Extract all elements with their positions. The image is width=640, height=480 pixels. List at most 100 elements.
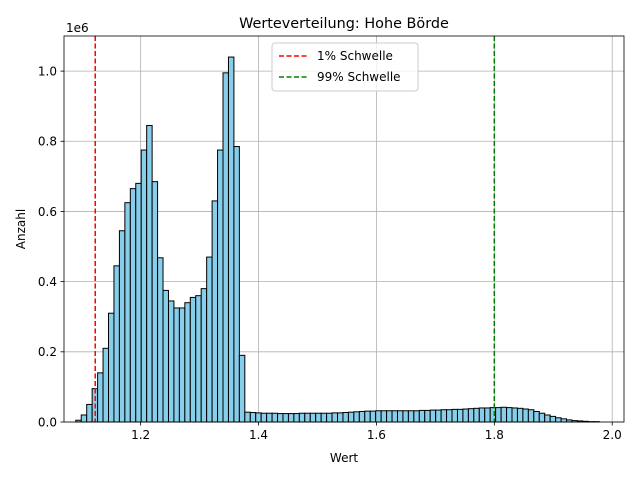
histogram-bar [456, 408, 464, 423]
histogram-bar [533, 410, 540, 423]
histogram-bar [451, 408, 458, 423]
histogram-bar [446, 409, 453, 423]
histogram-bar [418, 409, 426, 423]
legend-box [271, 42, 419, 92]
histogram-bar [266, 412, 273, 423]
y-axis-ticks: 0.0 0.2 0.4 0.6 0.8 1.0 [38, 64, 64, 429]
histogram-bar [522, 408, 529, 423]
histogram-bar [173, 307, 180, 423]
histogram-bar [473, 407, 480, 423]
histogram-bar [435, 409, 442, 423]
histogram-bar [97, 372, 104, 423]
histogram-bar [151, 181, 159, 423]
histogram-bar [184, 302, 191, 423]
histogram-bar [484, 407, 491, 423]
histogram-bar [342, 412, 349, 423]
histogram-bar [413, 410, 420, 423]
histogram-bar [478, 407, 486, 423]
histogram-bar [244, 411, 251, 423]
histogram-bar [211, 200, 219, 423]
y-tick-label: 0.8 [38, 135, 57, 149]
histogram-bar [233, 146, 240, 423]
legend-label-99pct: 99% Schwelle [317, 70, 401, 84]
y-tick-label: 0.2 [38, 345, 57, 359]
histogram-bar [255, 412, 262, 423]
histogram-bar [293, 413, 300, 423]
histogram-bar [402, 410, 409, 423]
histogram-bar [353, 411, 360, 423]
histogram-bar [178, 307, 186, 423]
histogram-bar [391, 410, 398, 423]
histogram-bar [424, 409, 431, 423]
histogram-bar [249, 412, 257, 423]
legend: 1% Schwelle 99% Schwelle [271, 42, 419, 92]
x-tick-label: 1.8 [485, 428, 504, 442]
histogram-bar [375, 410, 382, 423]
histogram-bar [189, 296, 197, 423]
y-tick-label: 0.0 [38, 415, 57, 429]
y-axis-offset-text: 1e6 [66, 21, 89, 35]
histogram-bar [386, 410, 393, 423]
histogram-bar [287, 413, 295, 423]
histogram-bar [549, 415, 557, 423]
legend-label-1pct: 1% Schwelle [317, 49, 393, 63]
histogram-bar [108, 312, 115, 423]
histogram-bar [140, 149, 148, 423]
x-axis-label: Wert [330, 451, 358, 465]
histogram-bar [135, 182, 142, 423]
histogram-bar [516, 407, 524, 423]
histogram-bar [304, 412, 311, 423]
histogram-bar [129, 188, 137, 423]
histogram-bar [167, 300, 175, 423]
histogram-bar [238, 354, 246, 423]
histogram-bar [200, 288, 208, 423]
histogram-bar [124, 202, 131, 423]
histogram-bar [309, 412, 317, 423]
x-tick-label: 1.4 [249, 428, 268, 442]
histogram-bar [500, 406, 508, 423]
y-tick-label: 1.0 [38, 64, 57, 78]
chart-title: Werteverteilung: Hohe Börde [239, 16, 449, 32]
histogram-bar [538, 412, 546, 423]
histogram-bar [407, 410, 415, 423]
histogram-bar [511, 407, 518, 423]
histogram-bar [222, 72, 229, 423]
histogram-bar [195, 295, 202, 423]
histogram-bar [506, 407, 513, 423]
plot-area-frame [63, 35, 625, 423]
x-tick-label: 1.2 [131, 428, 150, 442]
histogram-bar [358, 410, 366, 423]
histogram-bar [467, 408, 475, 423]
histogram-bar [206, 256, 213, 423]
histogram-bar [544, 414, 551, 423]
histogram-bar [118, 230, 126, 423]
histogram-bar [527, 409, 535, 423]
histogram-bar [260, 412, 268, 423]
histogram-bar [555, 417, 562, 423]
histogram-bar [157, 257, 164, 423]
histogram-bar [227, 56, 235, 423]
histogram-bar [282, 413, 289, 423]
y-tick-label: 0.6 [38, 205, 57, 219]
x-axis-ticks: 1.2 1.4 1.6 1.8 2.0 [131, 422, 622, 442]
histogram-bar [315, 412, 322, 423]
histogram-bar [217, 149, 224, 423]
histogram-bar [271, 412, 279, 423]
histogram-bar [331, 412, 339, 423]
histogram-bar [320, 412, 328, 423]
histogram-bar [440, 409, 448, 423]
histogram-bar [146, 124, 153, 423]
histogram-bar [298, 412, 306, 423]
x-tick-label: 2.0 [603, 428, 622, 442]
histogram-bar [364, 410, 371, 423]
histogram-bar [113, 265, 120, 423]
threshold-lines [94, 36, 496, 422]
histogram-bar [80, 414, 88, 423]
histogram-bar [396, 410, 404, 423]
histogram-bar [429, 409, 437, 423]
histogram-bar [162, 289, 169, 423]
histogram-bar [326, 412, 333, 423]
histogram-bar [86, 403, 93, 423]
x-tick-label: 1.6 [367, 428, 386, 442]
